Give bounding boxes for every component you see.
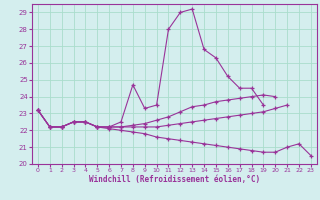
X-axis label: Windchill (Refroidissement éolien,°C): Windchill (Refroidissement éolien,°C) bbox=[89, 175, 260, 184]
